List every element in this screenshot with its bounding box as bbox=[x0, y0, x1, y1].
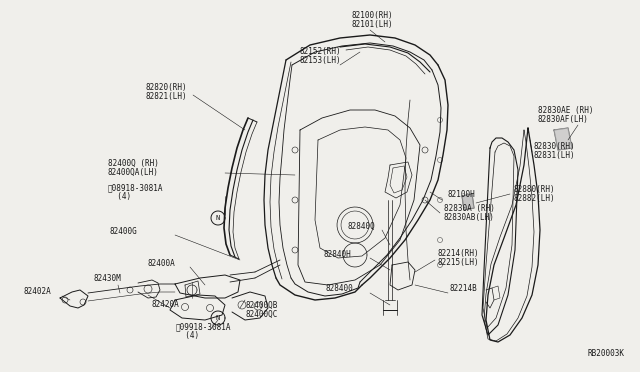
Text: 82215(LH): 82215(LH) bbox=[438, 258, 479, 267]
Polygon shape bbox=[462, 194, 474, 210]
Text: 82400G: 82400G bbox=[110, 227, 138, 236]
Text: 82830(RH): 82830(RH) bbox=[534, 142, 575, 151]
Text: 82830A (RH): 82830A (RH) bbox=[444, 204, 495, 213]
Text: 82101(LH): 82101(LH) bbox=[352, 20, 394, 29]
Text: 828400: 828400 bbox=[325, 284, 353, 293]
Text: 82400QC: 82400QC bbox=[246, 310, 278, 319]
Text: 82830AE (RH): 82830AE (RH) bbox=[538, 106, 593, 115]
Text: 82821(LH): 82821(LH) bbox=[145, 92, 187, 101]
Text: 82100(RH): 82100(RH) bbox=[352, 11, 394, 20]
Text: 82420A: 82420A bbox=[152, 300, 180, 309]
Text: 82880(RH): 82880(RH) bbox=[514, 185, 556, 194]
Text: 82830AF(LH): 82830AF(LH) bbox=[538, 115, 589, 124]
Polygon shape bbox=[554, 128, 572, 150]
Text: 82840Q: 82840Q bbox=[348, 222, 376, 231]
Text: 82400QA(LH): 82400QA(LH) bbox=[108, 168, 159, 177]
Text: ⓝ09918-3081A: ⓝ09918-3081A bbox=[176, 322, 232, 331]
Text: RB20003K: RB20003K bbox=[588, 349, 625, 358]
Text: 82400Q (RH): 82400Q (RH) bbox=[108, 159, 159, 168]
Text: 82882(LH): 82882(LH) bbox=[514, 194, 556, 203]
Text: 82152(RH): 82152(RH) bbox=[300, 47, 342, 56]
Text: (4): (4) bbox=[108, 192, 131, 201]
Text: 82214B: 82214B bbox=[450, 284, 477, 293]
Text: 82214(RH): 82214(RH) bbox=[438, 249, 479, 258]
Text: ⓝ08918-3081A: ⓝ08918-3081A bbox=[108, 183, 163, 192]
Text: 82402A: 82402A bbox=[24, 287, 52, 296]
Text: 82840H: 82840H bbox=[324, 250, 352, 259]
Text: 82430M: 82430M bbox=[94, 274, 122, 283]
Text: 82153(LH): 82153(LH) bbox=[300, 56, 342, 65]
Text: 82831(LH): 82831(LH) bbox=[534, 151, 575, 160]
Text: N: N bbox=[216, 215, 220, 221]
Text: 82400QB: 82400QB bbox=[246, 301, 278, 310]
Text: N: N bbox=[216, 315, 220, 321]
Text: 82820(RH): 82820(RH) bbox=[145, 83, 187, 92]
Text: 82100H: 82100H bbox=[448, 190, 476, 199]
Text: 82400A: 82400A bbox=[148, 259, 176, 268]
Text: (4): (4) bbox=[176, 331, 199, 340]
Text: 82830AB(LH): 82830AB(LH) bbox=[444, 213, 495, 222]
